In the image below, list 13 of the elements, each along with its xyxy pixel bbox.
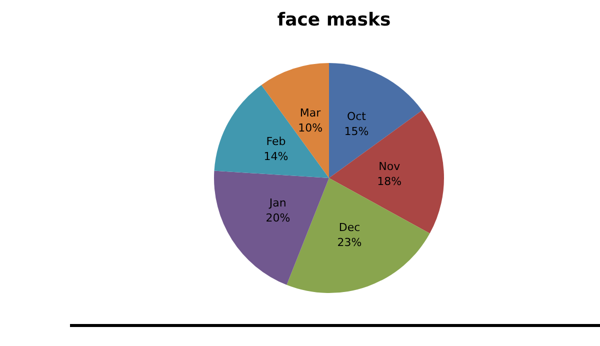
slice-label: Mar <box>300 106 322 120</box>
data-label: 20% <box>266 211 290 224</box>
slice-label: Dec <box>338 220 360 234</box>
chart-title: face masks <box>277 10 391 30</box>
slice-label: Jan <box>268 196 286 210</box>
slice-label: Nov <box>378 160 401 174</box>
slice-label: Oct <box>346 110 367 124</box>
data-label: 23% <box>337 236 362 249</box>
data-label: 15% <box>344 125 369 138</box>
data-label: 18% <box>377 175 402 188</box>
slice-label: Feb <box>266 134 286 148</box>
data-label: 14% <box>264 150 288 163</box>
data-label: 10% <box>298 121 323 134</box>
